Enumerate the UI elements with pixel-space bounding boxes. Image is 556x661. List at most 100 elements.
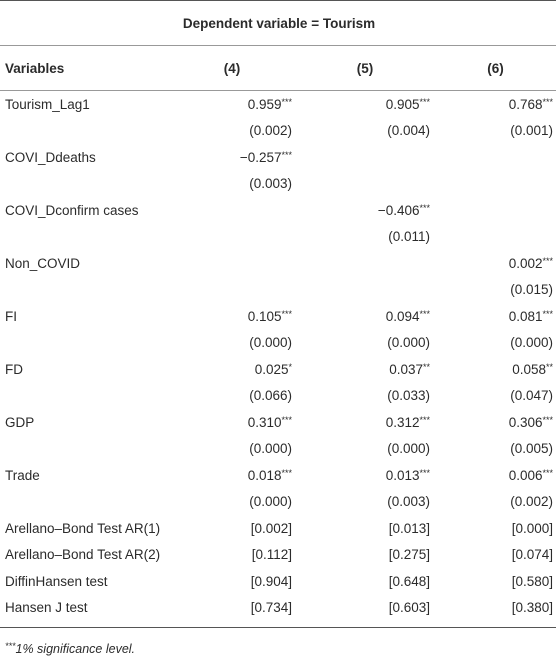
row-label: FD [5, 361, 23, 377]
row-label: Hansen J test [0, 594, 167, 628]
row-label: GDP [5, 414, 35, 430]
cell-value [433, 144, 556, 171]
table-row: (0.002) (0.004) (0.001) [0, 118, 556, 145]
cell-value [433, 224, 556, 251]
table-row: Hansen J test [0.734] [0.603] [0.380] [0, 594, 556, 628]
cell-value: [0.013] [388, 520, 430, 536]
cell-value: 0.058** [512, 361, 553, 377]
cell-value: (0.003) [387, 494, 430, 510]
cell-value [295, 144, 433, 171]
table-row: (0.066) (0.033) (0.047) [0, 383, 556, 410]
table-row: Trade 0.018*** 0.013*** 0.006*** [0, 462, 556, 489]
row-label [0, 118, 167, 145]
cell-value: [0.002] [250, 520, 292, 536]
table-row: COVI_Ddeaths −0.257*** [0, 144, 556, 171]
cell-value [167, 224, 295, 251]
header-row: Variables (4) (5) (6) [0, 45, 556, 91]
column-header: (5) [295, 45, 433, 91]
cell-value: (0.000) [510, 335, 553, 351]
row-label: Tourism_Lag1 [5, 96, 90, 112]
cell-value: 0.312*** [385, 414, 430, 430]
cell-value: (0.003) [249, 176, 292, 192]
table-row: (0.003) [0, 171, 556, 198]
cell-value: 0.306*** [508, 414, 553, 430]
cell-value: (0.047) [510, 388, 553, 404]
column-header: (4) [167, 45, 295, 91]
cell-value: −0.257*** [239, 149, 292, 165]
cell-value [295, 171, 433, 198]
cell-value: [0.904] [250, 573, 292, 589]
table-body: Tourism_Lag1 0.959*** 0.905*** 0.768*** (0.0… [0, 91, 556, 628]
cell-value: [0.275] [388, 547, 430, 563]
cell-value: (0.000) [249, 441, 292, 457]
row-label [0, 171, 167, 198]
cell-value: [0.603] [295, 594, 433, 628]
variables-header: Variables [0, 45, 167, 91]
cell-value: (0.000) [249, 335, 292, 351]
cell-value: [0.380] [433, 594, 556, 628]
cell-value [295, 250, 433, 277]
row-label: FI [5, 308, 17, 324]
cell-value: (0.011) [388, 229, 430, 245]
cell-value: [0.580] [511, 573, 553, 589]
cell-value: (0.002) [249, 123, 292, 139]
cell-value [167, 197, 295, 224]
table-row: Arellano–Bond Test AR(2) [0.112] [0.275] [0… [0, 542, 556, 569]
row-label [0, 383, 167, 410]
table-title: Dependent variable = Tourism [0, 0, 556, 46]
cell-value: 0.105*** [247, 308, 292, 324]
row-label: Arellano–Bond Test AR(2) [5, 547, 161, 563]
row-label: DiffinHansen test [5, 573, 108, 589]
row-label: Trade [5, 467, 40, 483]
row-label [0, 277, 167, 304]
cell-value: [0.112] [251, 547, 292, 563]
row-label [0, 224, 167, 251]
cell-value: 0.002*** [508, 255, 553, 271]
cell-value: 0.081*** [508, 308, 553, 324]
cell-value: −0.406*** [377, 202, 430, 218]
table-row: Tourism_Lag1 0.959*** 0.905*** 0.768*** [0, 91, 556, 118]
cell-value: 0.905*** [385, 96, 430, 112]
cell-value: (0.000) [387, 335, 430, 351]
table-row: (0.000) (0.000) (0.000) [0, 330, 556, 357]
row-label: COVI_Ddeaths [5, 149, 96, 165]
cell-value [433, 197, 556, 224]
title-row: Dependent variable = Tourism [0, 0, 556, 46]
cell-value: 0.018*** [247, 467, 292, 483]
cell-value: (0.004) [387, 123, 430, 139]
row-label [0, 436, 167, 463]
row-label [0, 330, 167, 357]
cell-value: 0.094*** [385, 308, 430, 324]
cell-value: 0.959*** [247, 96, 292, 112]
cell-value [433, 171, 556, 198]
cell-value: (0.015) [510, 282, 553, 298]
cell-value: [0.074] [511, 547, 553, 563]
cell-value: 0.013*** [385, 467, 430, 483]
cell-value: 0.025* [254, 361, 292, 377]
table-row: Non_COVID 0.002*** [0, 250, 556, 277]
cell-value: 0.037** [389, 361, 430, 377]
table-row: GDP 0.310*** 0.312*** 0.306*** [0, 409, 556, 436]
row-label [0, 489, 167, 516]
cell-value: 0.006*** [508, 467, 553, 483]
cell-value: (0.002) [510, 494, 553, 510]
table-row: (0.000) (0.003) (0.002) [0, 489, 556, 516]
table-row: (0.015) [0, 277, 556, 304]
cell-value: (0.001) [510, 123, 553, 139]
cell-value: (0.033) [387, 388, 430, 404]
cell-value: [0.734] [167, 594, 295, 628]
cell-value: (0.000) [249, 494, 292, 510]
cell-value [167, 250, 295, 277]
cell-value: 0.310*** [247, 414, 292, 430]
table-row: COVI_Dconfirm cases −0.406*** [0, 197, 556, 224]
cell-value: (0.005) [510, 441, 553, 457]
cell-value [167, 277, 295, 304]
table-row: (0.000) (0.000) (0.005) [0, 436, 556, 463]
cell-value: (0.000) [387, 441, 430, 457]
column-header: (6) [433, 45, 556, 91]
table-row: DiffinHansen test [0.904] [0.648] [0.580] [0, 568, 556, 595]
results-table: Dependent variable = Tourism Variables (4… [0, 0, 556, 628]
row-label: COVI_Dconfirm cases [5, 202, 139, 218]
cell-value: [0.648] [388, 573, 430, 589]
